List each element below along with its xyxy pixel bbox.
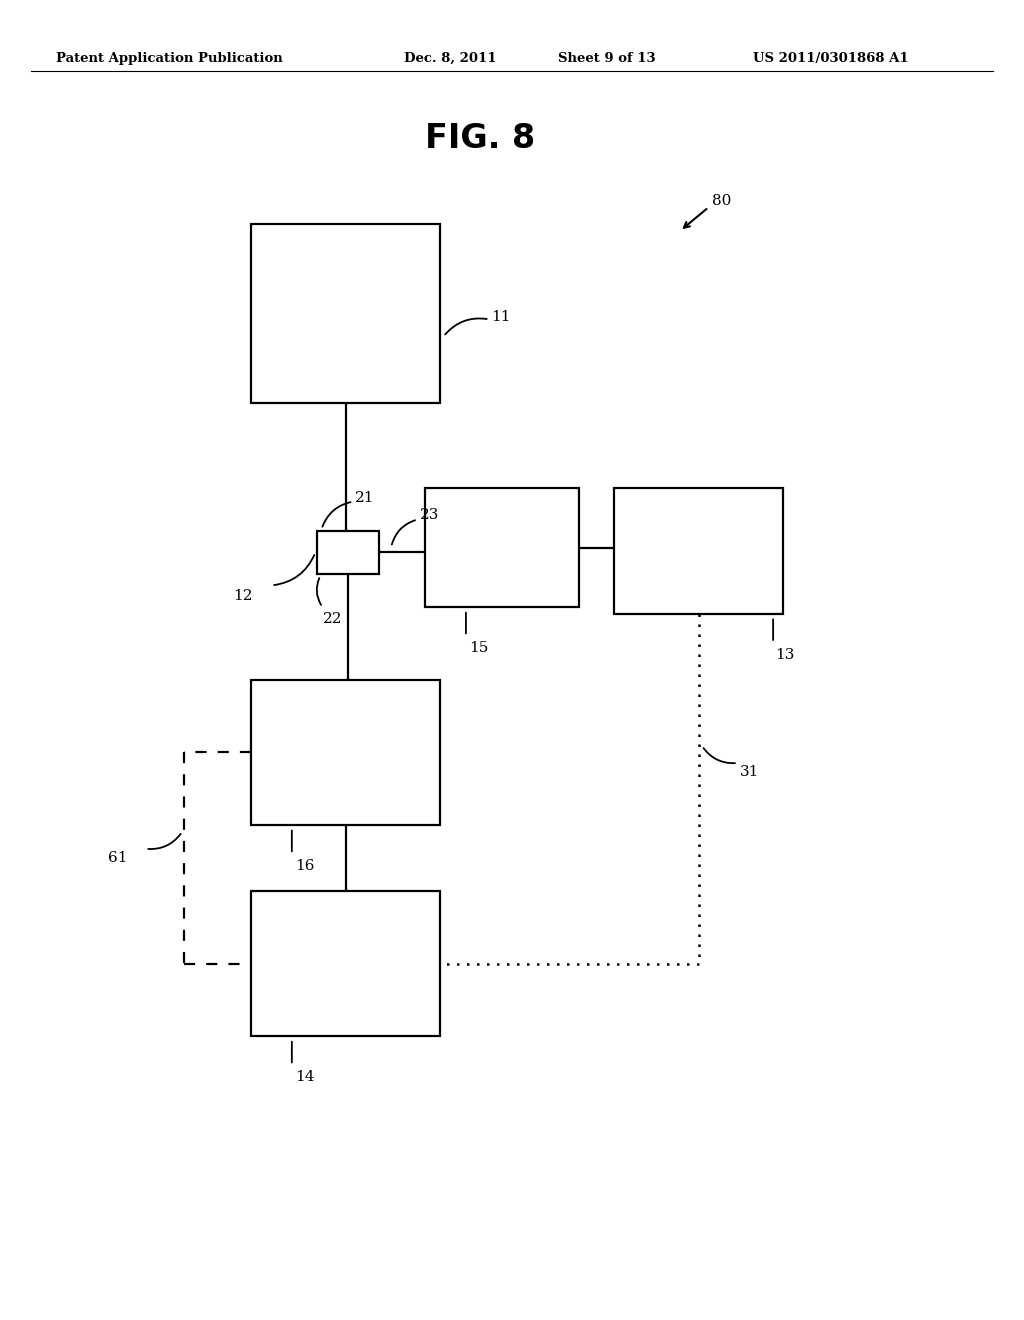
Text: 21: 21 (355, 491, 375, 504)
Text: 80: 80 (712, 194, 731, 207)
Text: Patent Application Publication: Patent Application Publication (56, 51, 283, 65)
Text: 23: 23 (420, 508, 439, 523)
Text: 14: 14 (295, 1071, 314, 1084)
Text: US 2011/0301868 A1: US 2011/0301868 A1 (753, 51, 908, 65)
Bar (251, 891, 440, 1036)
Bar (614, 488, 783, 614)
Text: 11: 11 (492, 310, 511, 323)
Text: FIG. 8: FIG. 8 (425, 121, 536, 154)
Bar (251, 680, 440, 825)
Text: Dec. 8, 2011: Dec. 8, 2011 (404, 51, 497, 65)
Text: 15: 15 (469, 642, 488, 655)
Bar (425, 488, 579, 607)
Text: 61: 61 (108, 851, 127, 865)
Bar (317, 531, 379, 574)
Text: 13: 13 (775, 648, 795, 661)
Bar (251, 224, 440, 403)
Text: 12: 12 (233, 589, 253, 603)
Text: 16: 16 (295, 859, 314, 873)
Text: 22: 22 (323, 612, 342, 626)
Text: 31: 31 (739, 766, 759, 779)
Text: Sheet 9 of 13: Sheet 9 of 13 (558, 51, 655, 65)
